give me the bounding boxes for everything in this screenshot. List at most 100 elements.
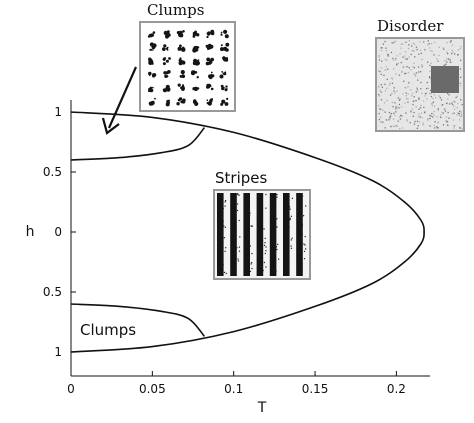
stripe-noise: [251, 225, 253, 227]
clump-dot: [176, 102, 180, 106]
stripe-noise: [290, 239, 292, 241]
stripe-noise: [264, 237, 266, 239]
disorder-speck: [453, 112, 455, 114]
disorder-speck: [391, 78, 393, 80]
clump-dot: [225, 85, 228, 88]
disorder-speck: [380, 116, 382, 118]
clump-dot: [154, 97, 156, 100]
disorder-speck: [411, 92, 414, 95]
clump-dot: [225, 57, 228, 61]
stripe-noise: [222, 264, 224, 266]
clump-dot: [220, 33, 223, 36]
disorder-speck: [395, 107, 397, 109]
disorder-speck: [459, 127, 462, 129]
stripe-noise: [223, 225, 225, 227]
stripe-bar: [243, 193, 250, 276]
disorder-speck: [430, 115, 432, 117]
disorder-speck: [403, 80, 405, 82]
clump-dot: [166, 49, 169, 51]
disorder-speck: [382, 43, 384, 45]
disorder-speck: [437, 121, 439, 123]
stripe-noise: [262, 269, 264, 272]
x-tick-label: 0: [67, 382, 75, 396]
clump-dot: [222, 56, 226, 60]
disorder-speck: [419, 116, 421, 118]
disorder-speck: [415, 100, 417, 102]
y-tick-label: 1: [54, 105, 62, 119]
disorder-speck: [380, 47, 382, 49]
disorder-speck: [393, 112, 395, 114]
clump-dot: [164, 74, 168, 79]
stripe-noise: [302, 195, 304, 197]
clump-dot: [220, 84, 224, 88]
disorder-speck: [401, 127, 404, 129]
disorder-speck: [402, 43, 404, 45]
arrow-to-clumps-region: [101, 66, 138, 135]
disorder-speck: [394, 114, 396, 116]
disorder-speck: [455, 96, 457, 99]
disorder-speck: [460, 76, 462, 78]
disorder-speck: [395, 106, 398, 108]
disorder-speck: [404, 55, 406, 57]
stripe-noise: [249, 245, 251, 247]
clump-dot: [210, 71, 213, 74]
disorder-speck: [459, 115, 462, 118]
clump-dot: [206, 99, 209, 101]
stripe-noise: [250, 263, 252, 265]
stripe-noise: [239, 236, 241, 238]
disorder-speck: [392, 125, 395, 127]
disorder-speck: [439, 97, 441, 99]
disorder-speck: [447, 124, 449, 127]
disorder-speck: [378, 56, 380, 58]
disorder-speck: [404, 102, 406, 104]
disorder-speck: [391, 77, 393, 79]
disorder-speck: [446, 51, 448, 53]
stripe-noise: [275, 228, 277, 230]
disorder-speck: [419, 107, 422, 109]
disorder-speck: [396, 55, 398, 57]
disorder-speck: [385, 69, 387, 71]
disorder-speck: [433, 54, 435, 56]
disorder-speck: [458, 114, 460, 117]
disorder-speck: [396, 64, 398, 66]
clump-dot: [167, 70, 171, 74]
disorder-speck: [434, 127, 436, 129]
clump-dot: [168, 57, 171, 60]
disorder-speck: [399, 127, 401, 130]
disorder-speck: [419, 49, 422, 51]
disorder-speck: [437, 127, 439, 129]
clumps-boundary-bottom: [70, 303, 206, 337]
disorder-speck: [444, 59, 446, 62]
clump-dot: [220, 102, 224, 106]
stripes-inset: Stripes: [213, 169, 311, 280]
disorder-speck: [456, 107, 458, 109]
disorder-speck: [401, 115, 403, 117]
disorder-speck: [384, 59, 387, 61]
stripe-noise: [251, 267, 253, 270]
clump-dot: [150, 48, 153, 51]
stripe-noise: [288, 268, 290, 270]
clump-dot: [197, 59, 200, 61]
disorder-speck: [438, 46, 440, 48]
disorder-speck: [421, 92, 423, 95]
disorder-speck: [448, 94, 450, 96]
disorder-speck: [457, 112, 459, 114]
disorder-speck: [460, 59, 462, 61]
disorder-label: Disorder: [377, 17, 444, 35]
disorder-speck: [427, 118, 429, 120]
stripe-noise: [225, 200, 227, 202]
disorder-speck: [446, 42, 448, 44]
stripe-noise: [225, 272, 227, 275]
stripe-noise: [289, 206, 291, 208]
disorder-speck: [418, 121, 421, 123]
disorder-speck: [447, 92, 449, 95]
stripe-noise: [238, 194, 240, 196]
stripe-bar: [283, 193, 290, 276]
disorder-speck: [392, 118, 395, 120]
disorder-speck: [411, 108, 413, 110]
disorder-speck: [430, 95, 433, 98]
clumps-boundary-top: [70, 127, 206, 161]
stripe-noise: [250, 225, 252, 227]
disorder-speck: [432, 97, 434, 100]
disorder-speck: [394, 92, 396, 94]
